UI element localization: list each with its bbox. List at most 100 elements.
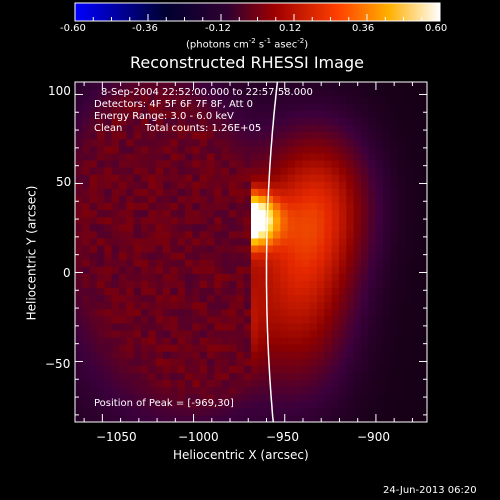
heatmap-cell [170,153,178,161]
heatmap-cell [200,287,208,295]
heatmap-cell [310,358,318,366]
heatmap-cell [148,344,156,352]
heatmap-cell [412,82,420,90]
heatmap-cell [339,139,347,147]
heatmap-cell [134,380,142,388]
heatmap-cell [412,344,420,352]
heatmap-cell [251,316,259,324]
heatmap-cell [192,224,200,232]
heatmap-cell [273,245,281,253]
heatmap-cell [90,195,98,203]
heatmap-cell [398,401,406,409]
heatmap-cell [317,252,325,260]
heatmap-cell [112,387,120,395]
heatmap-cell [141,188,149,196]
heatmap-cell [273,174,281,182]
heatmap-cell [82,82,90,90]
heatmap-cell [126,231,134,239]
heatmap-cell [141,224,149,232]
heatmap-cell [398,309,406,317]
heatmap-cell [361,316,369,324]
heatmap-cell [236,287,244,295]
heatmap-cell [273,358,281,366]
heatmap-cell [361,96,369,104]
heatmap-cell [273,231,281,239]
heatmap-cell [295,316,303,324]
heatmap-cell [148,365,156,373]
heatmap-cell [104,365,112,373]
heatmap-cell [251,365,259,373]
heatmap-cell [82,401,90,409]
heatmap-cell [339,132,347,140]
heatmap-cell [141,174,149,182]
heatmap-cell [251,280,259,288]
heatmap-cell [163,259,171,267]
heatmap-cell [156,280,164,288]
heatmap-cell [258,146,266,154]
heatmap-cell [244,174,252,182]
heatmap-cell [288,188,296,196]
heatmap-cell [90,358,98,366]
heatmap-cell [324,103,332,111]
heatmap-cell [119,295,127,303]
heatmap-cell [317,358,325,366]
x-axis-label: Heliocentric X (arcsec) [173,448,309,462]
heatmap-cell [214,202,222,210]
heatmap-cell [207,167,215,175]
heatmap-cell [339,89,347,97]
heatmap-cell [236,295,244,303]
heatmap-cell [398,125,406,133]
heatmap-cell [119,245,127,253]
heatmap-cell [390,351,398,359]
heatmap-cell [126,309,134,317]
heatmap-cell [229,344,237,352]
heatmap-cell [339,266,347,274]
heatmap-cell [236,153,244,161]
heatmap-cell [405,252,413,260]
heatmap-cell [134,195,142,203]
heatmap-cell [376,139,384,147]
heatmap-cell [148,280,156,288]
heatmap-cell [280,323,288,331]
heatmap-cell [156,358,164,366]
heatmap-cell [222,181,230,189]
heatmap-cell [222,309,230,317]
heatmap-cell [156,174,164,182]
heatmap-cell [170,252,178,260]
heatmap-cell [119,309,127,317]
heatmap-cell [339,167,347,175]
heatmap-cell [192,280,200,288]
heatmap-cell [376,302,384,310]
heatmap-cell [398,238,406,246]
heatmap-cell [412,89,420,97]
heatmap-cell [148,302,156,310]
heatmap-cell [97,309,105,317]
heatmap-cell [390,160,398,168]
heatmap-cell [90,89,98,97]
heatmap-cell [126,344,134,352]
heatmap-cell [104,167,112,175]
heatmap-cell [112,195,120,203]
heatmap-cell [126,195,134,203]
heatmap-cell [390,302,398,310]
heatmap-cell [90,380,98,388]
heatmap-cell [104,337,112,345]
heatmap-cell [229,266,237,274]
heatmap-cell [420,188,428,196]
heatmap-cell [412,273,420,281]
heatmap-cell [156,323,164,331]
heatmap-cell [317,103,325,111]
heatmap-cell [266,387,274,395]
heatmap-cell [332,415,340,423]
heatmap-cell [383,231,391,239]
heatmap-cell [82,160,90,168]
heatmap-cell [361,302,369,310]
heatmap-cell [244,372,252,380]
heatmap-cell [229,160,237,168]
heatmap-cell [354,337,362,345]
heatmap-cell [185,358,193,366]
heatmap-cell [82,365,90,373]
heatmap-cell [288,245,296,253]
heatmap-cell [383,330,391,338]
heatmap-cell [420,415,428,423]
